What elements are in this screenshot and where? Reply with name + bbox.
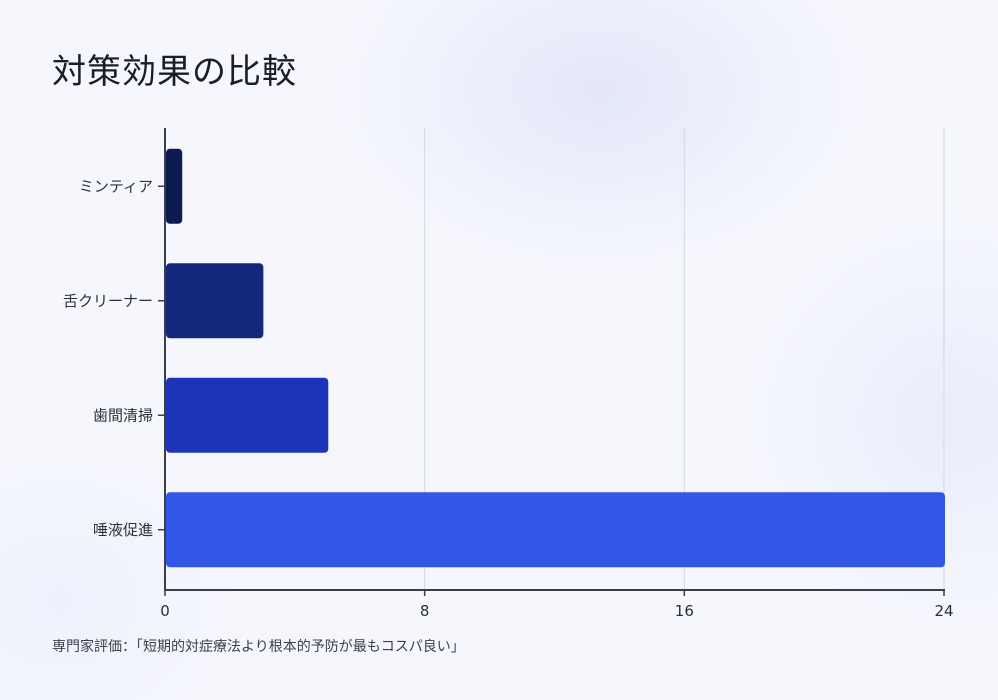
x-tick-labels: 0 8 16 24: [160, 590, 954, 620]
y-tick-label: 唾液促進: [93, 521, 153, 539]
bars: [166, 148, 945, 568]
x-tick-label: 8: [420, 602, 430, 620]
bar: [166, 377, 329, 453]
x-tick-label: 0: [160, 602, 170, 620]
bar: [166, 148, 183, 224]
y-tick-label: 歯間清掃: [93, 406, 153, 424]
x-tick-label: 24: [934, 602, 953, 620]
x-tick-label: 16: [675, 602, 694, 620]
y-tick-label: 舌クリーナー: [63, 292, 153, 310]
chart-title: 対策効果の比較: [52, 52, 297, 92]
bar: [166, 263, 264, 339]
footnote: 専門家評価：「短期的対症療法より根本的予防が最もコスパ良い」: [52, 639, 465, 655]
bar: [166, 492, 945, 568]
y-tick-label: ミンティア: [79, 177, 153, 195]
